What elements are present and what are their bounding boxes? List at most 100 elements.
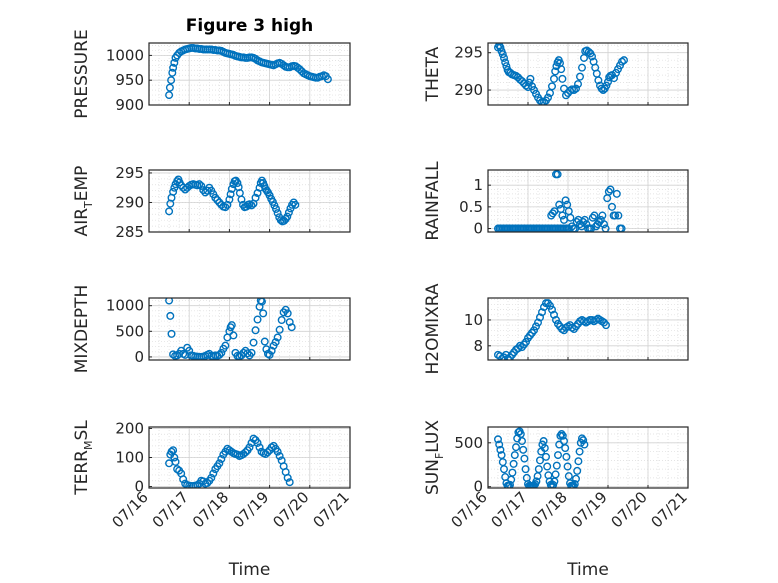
data-point [566,213,575,222]
data-point [241,448,250,457]
data-point [272,204,281,213]
data-point [548,82,557,91]
data-point [570,480,579,488]
axes-frame [148,169,351,233]
data-point [213,196,222,205]
data-point [500,465,509,474]
data-point [245,443,254,452]
data-point [171,457,180,466]
airtemp-series [165,175,300,226]
data-point [554,451,563,460]
data-point [167,329,176,338]
data-point [243,349,252,358]
data-point [265,350,274,359]
data-point [166,311,175,320]
data-point [226,190,235,199]
data-point [564,472,573,481]
data-point [247,201,256,210]
theta-axes: 290 295 THETA [423,42,689,106]
y-tick-label: 10 [464,311,483,329]
data-point [575,447,584,456]
rainfall-axes: 0 0.5 1 RAINFALL [423,161,689,241]
axes-frame [487,426,689,489]
theta-series [494,43,629,105]
data-point [620,56,629,65]
axes-frame [148,42,351,106]
h2omixra-axes: 8 10 H2OMIXRA [423,283,689,375]
y-tick-label: 500 [454,434,483,452]
x-tick-label: 07/16 [109,488,152,531]
pressure-axes: 900 950 1000 PRESSURE Figure 3 high [72,16,351,119]
data-point [197,181,206,190]
data-point [291,200,300,209]
data-point [249,434,258,443]
y-axis-label-part: F [433,453,446,459]
data-point [195,180,204,189]
y-tick-label: 900 [115,96,144,114]
terrmsl-series [165,434,294,488]
data-point [256,298,265,305]
data-point [277,316,286,325]
data-point [275,325,284,334]
data-point [284,208,293,217]
y-tick-label: 0.5 [459,198,483,216]
data-point [170,453,179,462]
y-axis-label: THETA [423,46,443,102]
data-point [548,305,557,314]
data-point [509,459,518,468]
data-point [165,83,174,92]
data-point [570,86,579,95]
data-point [611,211,620,220]
data-point [534,465,543,474]
y-tick-label: 200 [115,419,144,437]
data-point [217,454,226,463]
data-point [530,326,539,335]
y-axis-label-part: SUN [423,459,443,495]
y-axis-label-part: H2OMIXRA [423,283,443,374]
data-point [553,170,562,179]
data-point [614,211,623,220]
data-point [253,315,262,324]
y-tick-label: 0 [473,220,483,238]
x-axis-label: Time [566,560,609,580]
data-point [573,466,582,475]
data-point [267,443,276,452]
data-point [579,436,588,445]
data-point [550,74,559,83]
data-point [209,469,218,478]
data-point [542,452,551,461]
y-axis-label-part: AIR [72,208,92,237]
data-point [273,333,282,342]
data-point [572,84,581,93]
data-point [536,313,545,322]
data-point [165,91,174,100]
data-point [518,77,527,86]
data-point [169,63,178,72]
data-point [578,63,587,72]
data-point [287,323,296,332]
data-point [495,440,504,449]
data-point [543,462,552,471]
data-point [508,468,517,477]
data-point [556,431,565,440]
data-point [185,346,194,355]
x-tick-label: 07/17 [488,488,531,531]
axes-frame [487,42,689,106]
data-point [173,465,182,474]
data-point [558,74,567,83]
axes-frame [487,297,689,361]
data-point [283,309,292,318]
data-point [251,193,260,202]
data-point [285,318,294,327]
data-point [175,48,184,57]
data-point [530,481,538,488]
y-axis-label-part: MIXDEPTH [72,285,92,374]
data-point [612,189,621,198]
data-point [618,57,627,66]
data-point [557,65,566,74]
data-point [169,187,178,196]
data-point [221,341,230,350]
data-point [510,451,519,460]
h2omixra-series [494,299,611,360]
